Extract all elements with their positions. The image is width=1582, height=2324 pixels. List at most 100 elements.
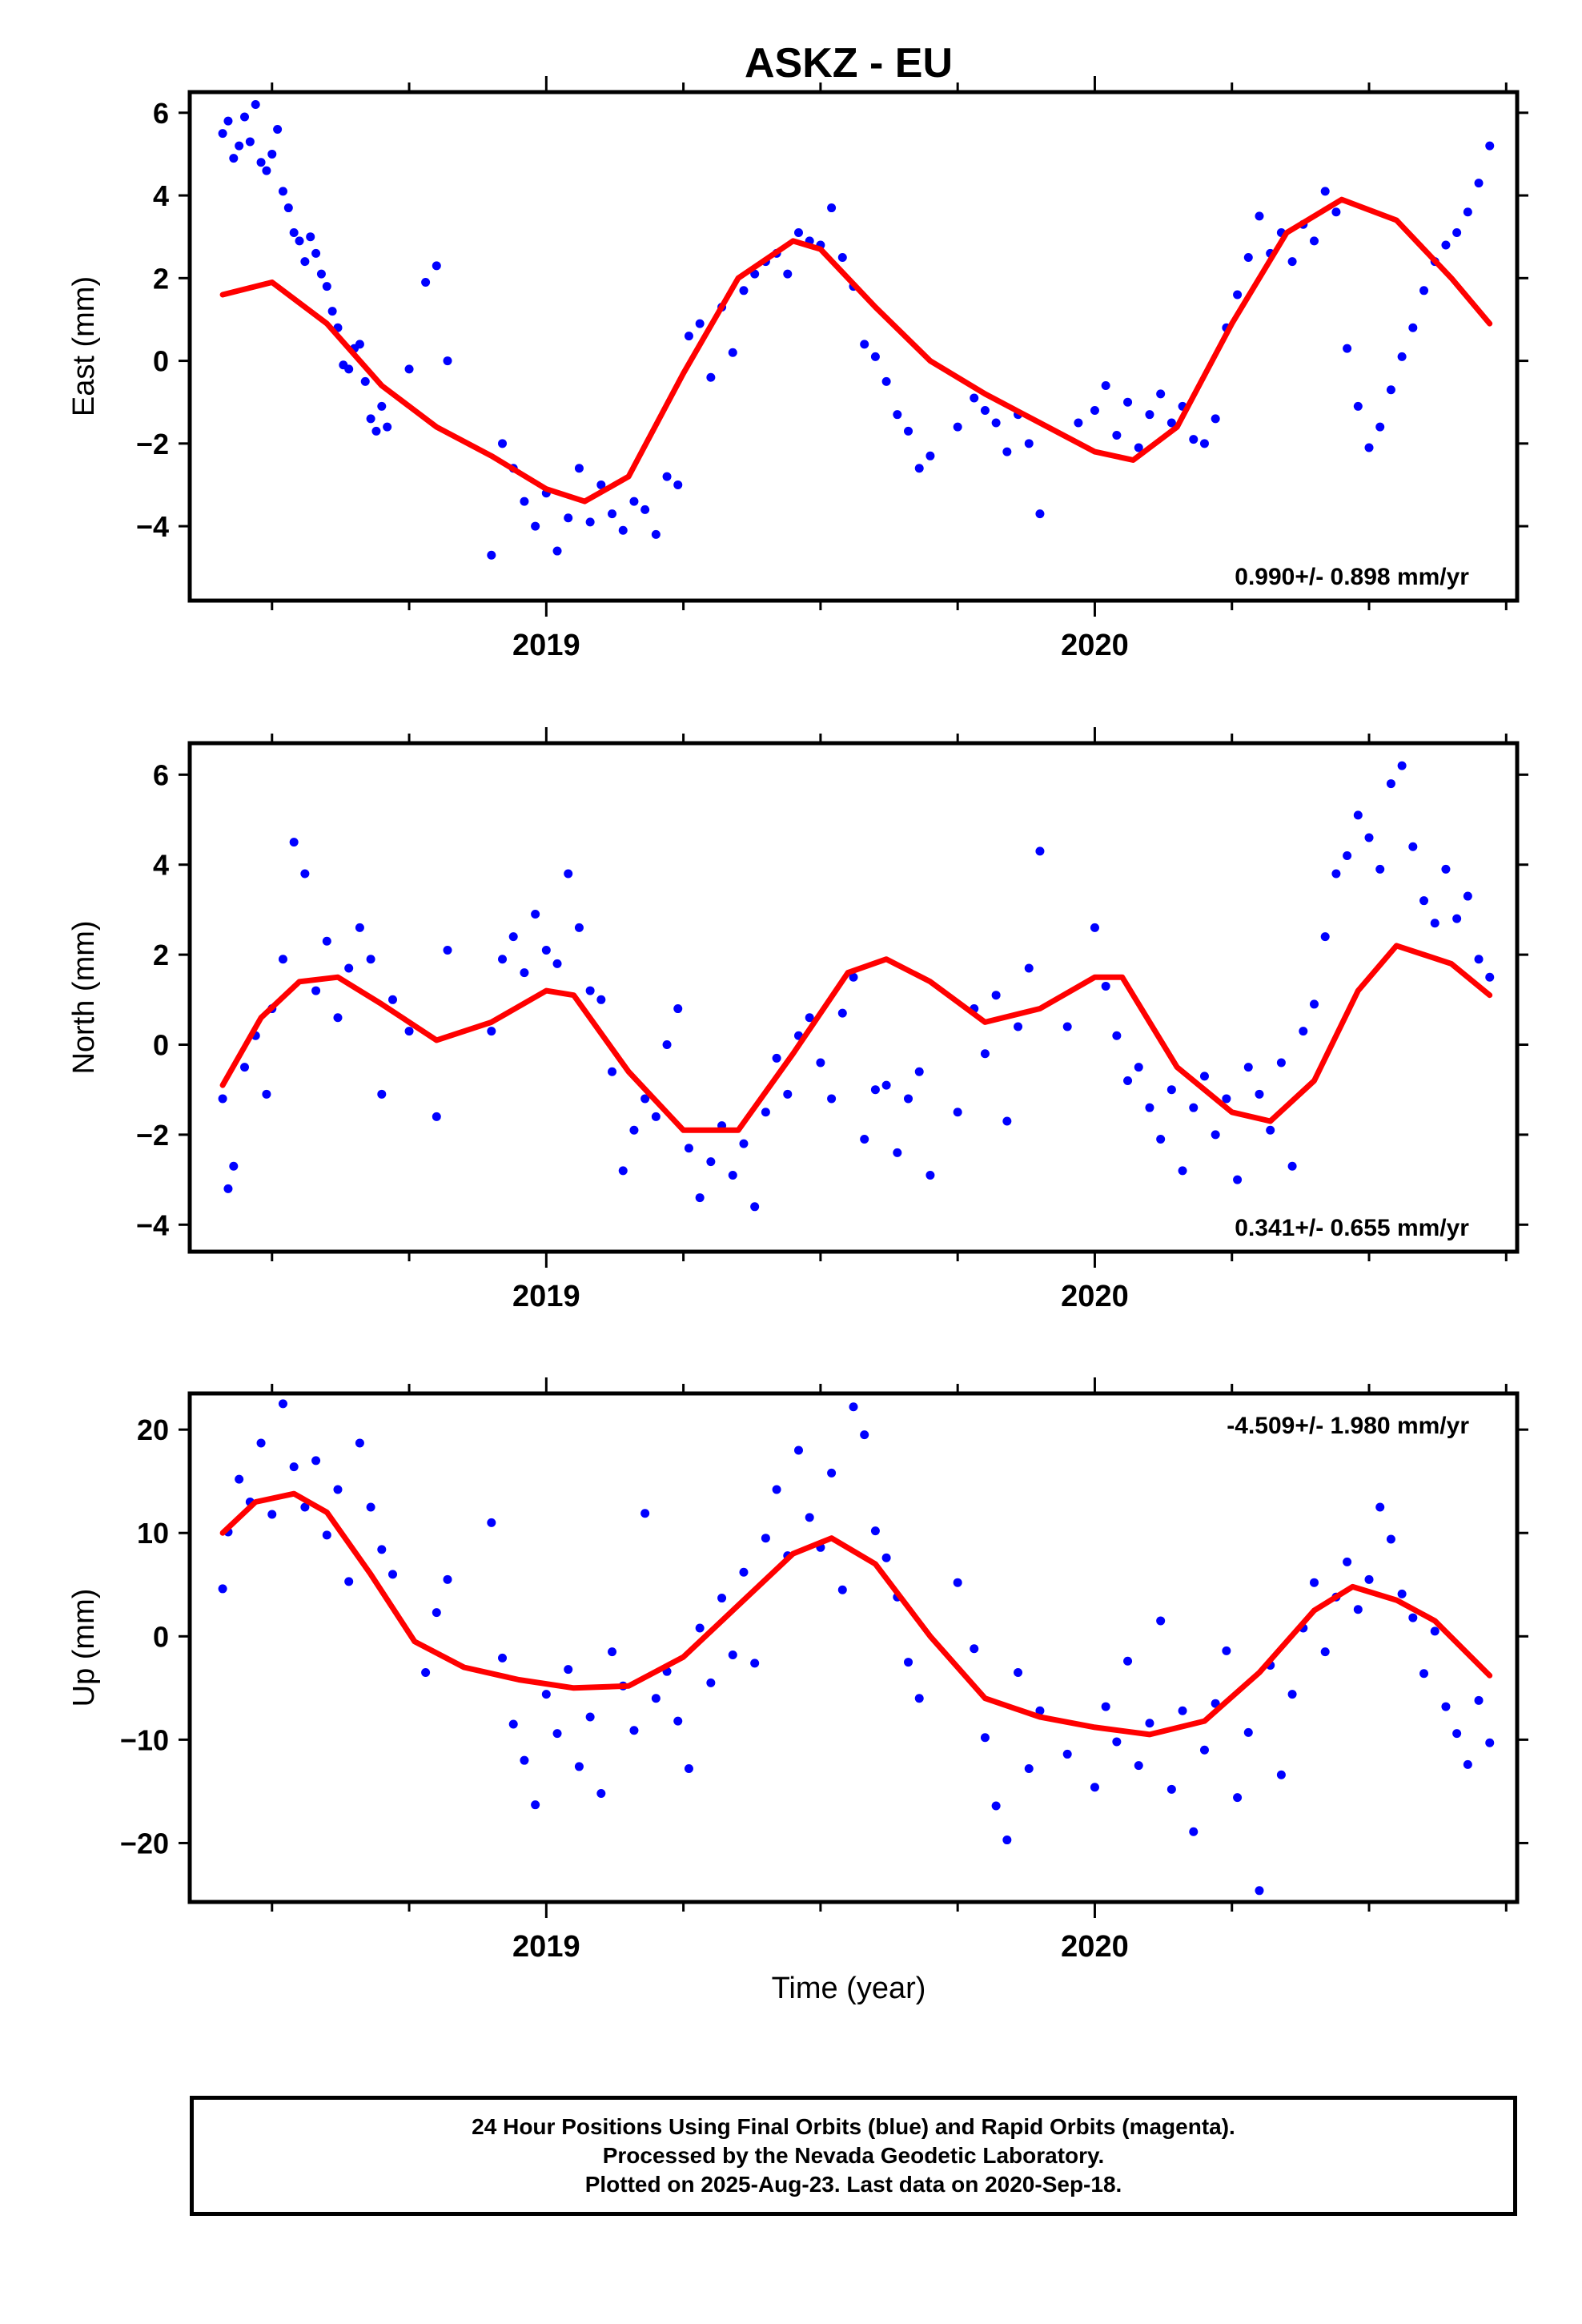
data-point: [629, 1125, 639, 1135]
x-tick-label: 2020: [1061, 1280, 1129, 1313]
data-point: [295, 236, 304, 246]
data-point: [1320, 932, 1330, 942]
data-point: [1024, 439, 1034, 448]
data-point: [1156, 389, 1166, 399]
data-point: [837, 253, 847, 263]
data-point: [1485, 141, 1495, 151]
fit-curve: [219, 1490, 1493, 1738]
data-point: [366, 955, 375, 964]
data-point: [229, 154, 239, 163]
data-point: [574, 923, 584, 932]
data-point: [1474, 1695, 1484, 1705]
data-point: [837, 1585, 847, 1594]
data-point: [1299, 1027, 1308, 1036]
data-point: [1331, 869, 1341, 879]
data-point: [651, 529, 661, 539]
data-point: [585, 517, 595, 527]
data-point: [904, 1658, 913, 1667]
data-point: [251, 99, 260, 109]
data-point: [564, 1665, 573, 1675]
data-point: [706, 1157, 716, 1167]
data-point: [1463, 891, 1472, 901]
data-point: [750, 1659, 760, 1668]
data-point: [1243, 1063, 1253, 1072]
data-point: [1364, 443, 1374, 452]
data-point: [1441, 1702, 1451, 1711]
data-point: [1364, 1574, 1374, 1584]
data-point: [608, 1067, 617, 1076]
data-point: [1090, 1783, 1099, 1792]
data-point: [1441, 240, 1451, 250]
data-point: [772, 1485, 781, 1494]
data-point: [498, 955, 508, 964]
data-point: [1266, 1125, 1275, 1135]
data-point: [311, 248, 321, 258]
data-point: [629, 1726, 639, 1735]
data-point: [1014, 1667, 1023, 1677]
data-point: [816, 1058, 825, 1068]
data-point: [300, 257, 310, 267]
data-point: [377, 1089, 387, 1099]
data-point: [1233, 1175, 1243, 1184]
data-point: [1166, 1784, 1176, 1794]
y-tick-label: −10: [120, 1723, 169, 1756]
data-point: [640, 1094, 650, 1104]
data-point: [1090, 923, 1099, 932]
data-point: [1178, 1166, 1187, 1176]
data-point: [552, 959, 562, 968]
data-point: [520, 968, 529, 978]
y-tick-label: −4: [136, 1208, 169, 1241]
data-point: [333, 1013, 343, 1023]
data-point: [487, 550, 496, 560]
data-point: [608, 509, 617, 519]
data-point: [1035, 846, 1045, 856]
data-point: [706, 372, 716, 382]
data-point: [273, 124, 283, 134]
data-point: [673, 1004, 683, 1014]
data-point: [520, 1755, 529, 1765]
data-point: [1211, 414, 1220, 424]
data-point: [278, 1399, 287, 1409]
data-point: [531, 1800, 540, 1810]
data-point: [1310, 1578, 1319, 1587]
footer-line-2: Processed by the Nevada Geodetic Laborat…: [602, 2143, 1105, 2168]
data-point: [360, 376, 370, 386]
x-tick-label: 2019: [512, 629, 580, 662]
data-point: [355, 923, 364, 932]
data-point: [1189, 435, 1199, 444]
data-point: [327, 307, 337, 316]
data-point: [1002, 1116, 1012, 1126]
data-point: [574, 1762, 584, 1771]
y-tick-label: 0: [153, 345, 169, 378]
data-point: [805, 1013, 814, 1023]
data-point: [262, 1089, 271, 1099]
footer-line-1: 24 Hour Positions Using Final Orbits (bl…: [472, 2114, 1235, 2139]
data-point: [267, 1510, 277, 1519]
data-point: [596, 1788, 606, 1798]
data-point: [531, 521, 540, 531]
y-tick-label: 4: [153, 179, 169, 212]
data-point: [618, 525, 628, 535]
data-point: [311, 1456, 321, 1466]
data-point: [1397, 761, 1407, 770]
data-point: [662, 1040, 672, 1050]
fit-curve: [219, 196, 1493, 505]
data-point: [541, 945, 551, 955]
data-point: [1024, 963, 1034, 973]
data-point: [662, 472, 672, 481]
chart-title: ASKZ - EU: [745, 40, 953, 86]
data-point: [827, 203, 837, 213]
data-point: [344, 364, 354, 374]
panel-north: −4 −2 0 2 4 6 2019 2020 North (mm) 0.341+/- 0.655…: [67, 727, 1528, 1313]
data-point: [355, 1438, 364, 1448]
data-point: [881, 1080, 891, 1090]
data-point: [1090, 406, 1099, 416]
data-point: [596, 995, 606, 1004]
y-tick-label: 0: [153, 1620, 169, 1653]
data-point: [1419, 286, 1429, 296]
data-point: [1002, 1835, 1012, 1845]
data-point: [223, 1184, 233, 1193]
data-point: [267, 149, 277, 159]
data-point: [914, 1694, 924, 1703]
data-point: [235, 1474, 244, 1484]
